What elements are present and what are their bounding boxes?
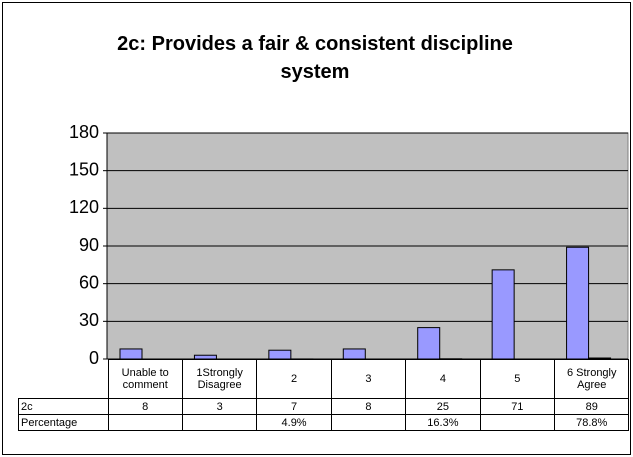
table-cell: 71 [479,398,556,415]
bar [268,349,292,360]
table-cell: 3 [181,398,258,415]
bar [588,357,612,360]
y-tick-label: 120 [69,197,99,217]
y-tick-label: 90 [79,235,99,255]
table-cell [330,414,407,431]
table-cell: 16.3% [405,414,481,431]
bar [491,269,515,360]
y-tick-label: 30 [79,310,99,330]
table-cell [479,414,556,431]
table-cell: 5 [479,359,556,399]
table-cell: 2 [256,359,332,399]
bar [566,246,590,360]
table-cell: 1Strongly Disagree [181,359,258,399]
table-cell: 89 [554,398,630,415]
y-tick-label: 150 [69,159,99,179]
table-cell: 25 [405,398,481,415]
table-cell: 2c [18,398,109,415]
y-tick-label: 0 [89,348,99,368]
table-cell: 4 [405,359,481,399]
table-cell: 8 [330,398,407,415]
table-cell [107,414,183,431]
table-cell: 4.9% [256,414,332,431]
table-cell: 78.8% [554,414,630,431]
y-tick-label: 180 [69,122,99,142]
table-cell: Percentage [18,414,109,431]
bar [119,348,143,360]
bar [417,327,441,360]
bar [342,348,366,360]
table-cell: Unable to comment [107,359,183,399]
table-cell [18,359,109,399]
data-table: Unable to comment 1Strongly Disagree 2 3 4 5 6… [18,359,630,431]
table-cell: 6 Strongly Agree [554,359,630,399]
y-tick-label: 60 [79,272,99,292]
table-cell: 7 [256,398,332,415]
chart-title: 2c: Provides a fair & consistent discipl… [117,33,513,83]
table-cell: 3 [330,359,407,399]
table-cell [181,414,258,431]
table-cell: 8 [107,398,183,415]
